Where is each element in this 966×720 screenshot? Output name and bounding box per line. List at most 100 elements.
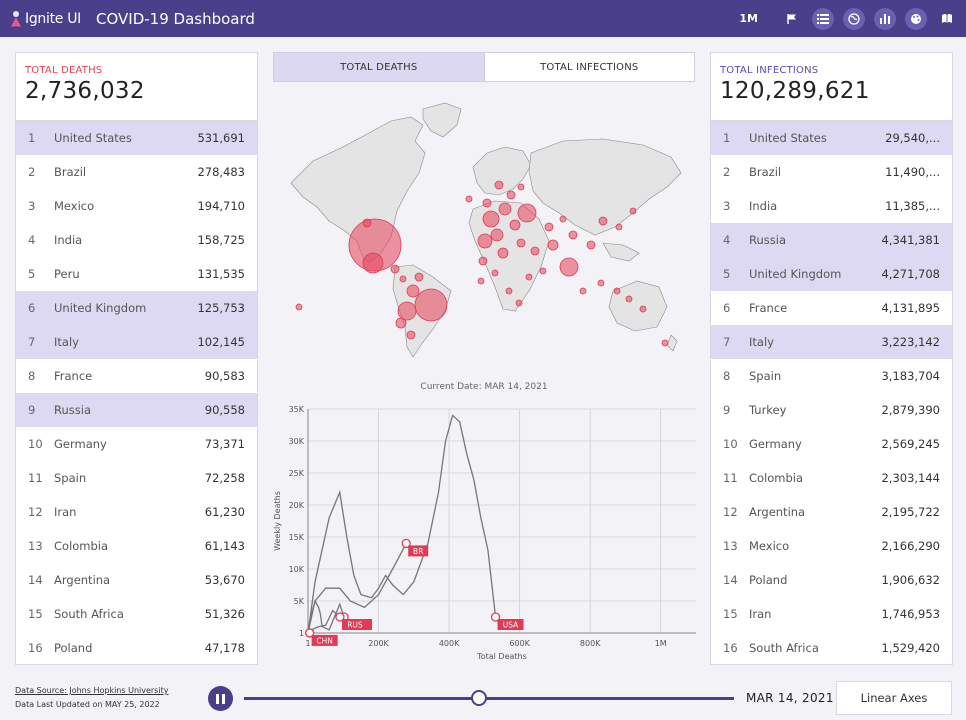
pause-icon-bar — [222, 693, 225, 704]
series-line-usa — [307, 414, 497, 634]
globe-icon[interactable] — [843, 7, 865, 30]
range-toggle[interactable]: 1M — [739, 12, 758, 25]
country-row[interactable]: 12 Iran 61,230 — [16, 495, 257, 529]
country-name: Argentina — [54, 573, 111, 587]
pause-button[interactable] — [208, 686, 233, 711]
country-row[interactable]: 11 Colombia 2,303,144 — [711, 461, 952, 495]
total-infections-value: 120,289,621 — [720, 78, 870, 104]
country-row[interactable]: 13 Mexico 2,166,290 — [711, 529, 952, 563]
rank-cell: 7 — [28, 335, 36, 349]
value-cell: 158,725 — [197, 233, 245, 247]
value-cell: 72,258 — [204, 471, 245, 485]
data-updated-text: Data Last Updated on MAY 25, 2022 — [15, 700, 160, 709]
country-row[interactable]: 4 Russia 4,341,381 — [711, 223, 952, 257]
rank-cell: 7 — [723, 335, 731, 349]
country-row[interactable]: 12 Argentina 2,195,722 — [711, 495, 952, 529]
metric-tabs: TOTAL DEATHS TOTAL INFECTIONS — [273, 52, 695, 82]
value-cell: 1,746,953 — [881, 607, 940, 621]
rank-cell: 16 — [723, 641, 738, 655]
list-icon[interactable] — [812, 7, 834, 30]
brand-name: Ignite UI — [25, 10, 82, 27]
total-deaths-panel: TOTAL DEATHS 2,736,032 1 United States 531… — [15, 52, 258, 665]
total-deaths-label: TOTAL DEATHS — [25, 65, 103, 76]
world-map[interactable] — [273, 95, 695, 375]
country-row[interactable]: 5 Peru 131,535 — [16, 257, 257, 291]
country-name: Germany — [749, 437, 802, 451]
country-name: France — [749, 301, 788, 315]
country-name: Mexico — [749, 539, 790, 553]
series-end-point — [335, 612, 345, 622]
country-row[interactable]: 15 South Africa 51,326 — [16, 597, 257, 631]
value-cell: 2,166,290 — [881, 539, 940, 553]
country-row[interactable]: 2 Brazil 11,490,... — [711, 155, 952, 189]
country-row[interactable]: 13 Colombia 61,143 — [16, 529, 257, 563]
value-cell: 47,178 — [204, 641, 245, 655]
country-row[interactable]: 7 Italy 102,145 — [16, 325, 257, 359]
country-row[interactable]: 5 United Kingdom 4,271,708 — [711, 257, 952, 291]
country-row[interactable]: 1 United States 29,540,... — [711, 121, 952, 155]
ignite-logo-icon — [10, 10, 22, 28]
value-cell: 102,145 — [197, 335, 245, 349]
value-cell: 1,529,420 — [881, 641, 940, 655]
country-row[interactable]: 15 Iran 1,746,953 — [711, 597, 952, 631]
series-label-bg — [311, 634, 338, 646]
country-row[interactable]: 3 Mexico 194,710 — [16, 189, 257, 223]
country-row[interactable]: 11 Spain 72,258 — [16, 461, 257, 495]
rank-cell: 9 — [723, 403, 731, 417]
rank-cell: 12 — [28, 505, 43, 519]
country-row[interactable]: 16 South Africa 1,529,420 — [711, 631, 952, 664]
country-row[interactable]: 9 Russia 90,558 — [16, 393, 257, 427]
country-row[interactable]: 10 Germany 2,569,245 — [711, 427, 952, 461]
palette-icon[interactable] — [905, 7, 927, 30]
country-row[interactable]: 14 Argentina 53,670 — [16, 563, 257, 597]
country-row[interactable]: 8 Spain 3,183,704 — [711, 359, 952, 393]
book-icon[interactable] — [936, 8, 958, 30]
data-source-link[interactable]: Data Source: Johns Hopkins University — [15, 686, 169, 695]
flag-icon[interactable] — [781, 8, 803, 30]
tab-total-infections[interactable]: TOTAL INFECTIONS — [540, 61, 639, 73]
deaths-country-list: 1 United States 531,691 2 Brazil 278,483 3 Mexi… — [16, 121, 257, 664]
country-row[interactable]: 4 India 158,725 — [16, 223, 257, 257]
country-row[interactable]: 3 India 11,385,... — [711, 189, 952, 223]
rank-cell: 10 — [723, 437, 738, 451]
rank-cell: 5 — [723, 267, 731, 281]
country-row[interactable]: 10 Germany 73,371 — [16, 427, 257, 461]
country-name: Colombia — [749, 471, 804, 485]
country-row[interactable]: 14 Poland 1,906,632 — [711, 563, 952, 597]
country-row[interactable]: 2 Brazil 278,483 — [16, 155, 257, 189]
app-title: COVID-19 Dashboard — [96, 9, 255, 28]
country-row[interactable]: 6 France 4,131,895 — [711, 291, 952, 325]
value-cell: 29,540,... — [885, 131, 940, 145]
tab-total-deaths[interactable]: TOTAL DEATHS — [274, 53, 485, 81]
current-date-label: MAR 14, 2021 — [746, 691, 834, 705]
rank-cell: 11 — [723, 471, 738, 485]
country-name: South Africa — [54, 607, 124, 621]
bar-chart-icon[interactable] — [874, 7, 896, 30]
country-name: India — [749, 199, 778, 213]
timeline-slider-track[interactable] — [244, 697, 734, 700]
country-row[interactable]: 1 United States 531,691 — [16, 121, 257, 155]
series-label: RUS — [347, 621, 363, 630]
country-row[interactable]: 9 Turkey 2,879,390 — [711, 393, 952, 427]
europe-shape — [472, 146, 532, 196]
value-cell: 53,670 — [204, 573, 245, 587]
rank-cell: 15 — [28, 607, 43, 621]
total-infections-label: TOTAL INFECTIONS — [720, 65, 819, 76]
rank-cell: 15 — [723, 607, 738, 621]
country-name: Iran — [54, 505, 77, 519]
value-cell: 4,341,381 — [881, 233, 940, 247]
infections-country-list: 1 United States 29,540,... 2 Brazil 11,490,..… — [711, 121, 952, 664]
country-name: France — [54, 369, 93, 383]
country-row[interactable]: 7 Italy 3,223,142 — [711, 325, 952, 359]
country-row[interactable]: 8 France 90,583 — [16, 359, 257, 393]
country-name: United States — [749, 131, 827, 145]
series-label: CHN — [316, 636, 333, 645]
country-row[interactable]: 16 Poland 47,178 — [16, 631, 257, 664]
country-name: Turkey — [749, 403, 787, 417]
timeline-slider-thumb[interactable] — [471, 690, 488, 706]
rank-cell: 10 — [28, 437, 43, 451]
country-row[interactable]: 6 United Kingdom 125,753 — [16, 291, 257, 325]
axes-toggle-button[interactable]: Linear Axes — [836, 681, 952, 715]
series-label: BR — [413, 547, 423, 556]
